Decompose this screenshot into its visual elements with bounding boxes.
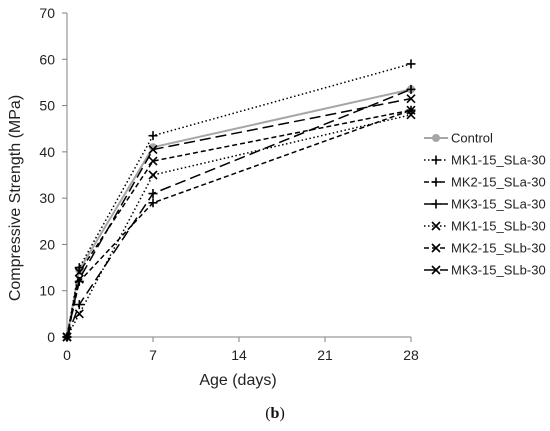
legend-label: MK1-15_SLa-30 <box>451 153 546 168</box>
data-point <box>62 332 72 342</box>
series-mk1-15-slb-30 <box>62 110 416 342</box>
legend-marker <box>432 134 440 142</box>
data-point <box>406 84 416 94</box>
series-mk2-15-sla-30 <box>62 105 416 342</box>
data-point <box>74 274 84 284</box>
data-point <box>406 105 416 115</box>
y-tick-label: 10 <box>39 283 55 299</box>
series-mk1-15-sla-30 <box>62 59 416 342</box>
series-line <box>66 109 412 338</box>
legend-entry: MK1-15_SLb-30 <box>424 219 546 234</box>
series-line <box>66 88 412 338</box>
data-point <box>406 59 416 69</box>
legend: Control MK1-15_SLa-30 MK2-15_SLa-30 MK3-15_… <box>424 131 546 278</box>
x-axis-title: Age (days) <box>199 372 276 389</box>
x-tick-label: 7 <box>149 347 157 363</box>
legend-label: MK2-15_SLb-30 <box>451 241 546 256</box>
legend-marker <box>431 177 441 187</box>
y-tick-label: 0 <box>47 329 55 345</box>
legend-entry: MK2-15_SLb-30 <box>424 241 546 256</box>
y-tick-label: 30 <box>39 190 55 206</box>
series-control <box>63 85 415 341</box>
legend-label: MK3-15_SLa-30 <box>451 197 546 212</box>
legend-label: MK2-15_SLa-30 <box>451 175 546 190</box>
series-line <box>66 114 412 338</box>
legend-marker <box>431 265 441 275</box>
legend-marker <box>431 221 441 231</box>
legend-entry: MK1-15_SLa-30 <box>424 153 546 168</box>
series-mk3-15-sla-30 <box>62 84 416 342</box>
data-point <box>74 300 84 310</box>
panel-label: (b) <box>265 405 285 422</box>
legend-label: MK1-15_SLb-30 <box>451 219 546 234</box>
data-point <box>148 131 158 141</box>
x-tick-label: 0 <box>63 347 71 363</box>
data-point <box>148 189 158 199</box>
data-point <box>148 156 158 166</box>
y-tick-label: 40 <box>39 144 55 160</box>
legend-marker <box>431 199 441 209</box>
series-layer <box>62 59 416 342</box>
x-tick-label: 28 <box>403 347 419 363</box>
y-tick-label: 20 <box>39 236 55 252</box>
legend-entry: MK3-15_SLb-30 <box>424 263 546 278</box>
axes: 0 10 20 30 40 50 60 70 0 7 14 21 28 <box>39 5 419 363</box>
legend-label: Control <box>451 131 493 146</box>
x-tick-label: 21 <box>317 347 333 363</box>
series-line <box>66 97 412 338</box>
data-point <box>148 170 158 180</box>
series-line <box>66 63 412 338</box>
data-point <box>148 144 158 155</box>
data-point <box>74 263 84 273</box>
x-tick-label: 14 <box>231 347 247 363</box>
data-point <box>148 198 158 208</box>
legend-entry: Control <box>424 131 493 146</box>
y-axis-title: Compressive Strength (MPa) <box>7 95 24 301</box>
legend-marker <box>431 155 441 165</box>
series-mk2-15-slb-30 <box>62 105 416 342</box>
series-line <box>66 109 412 338</box>
series-mk3-15-slb-30 <box>62 94 416 342</box>
data-point <box>74 309 84 319</box>
data-point <box>406 94 416 104</box>
y-tick-label: 60 <box>39 51 55 67</box>
legend-entry: MK2-15_SLa-30 <box>424 175 546 190</box>
y-tick-label: 70 <box>39 5 55 21</box>
legend-label: MK3-15_SLb-30 <box>451 263 546 278</box>
y-tick-label: 50 <box>39 98 55 114</box>
legend-marker <box>431 243 441 253</box>
legend-entry: MK3-15_SLa-30 <box>424 197 546 212</box>
